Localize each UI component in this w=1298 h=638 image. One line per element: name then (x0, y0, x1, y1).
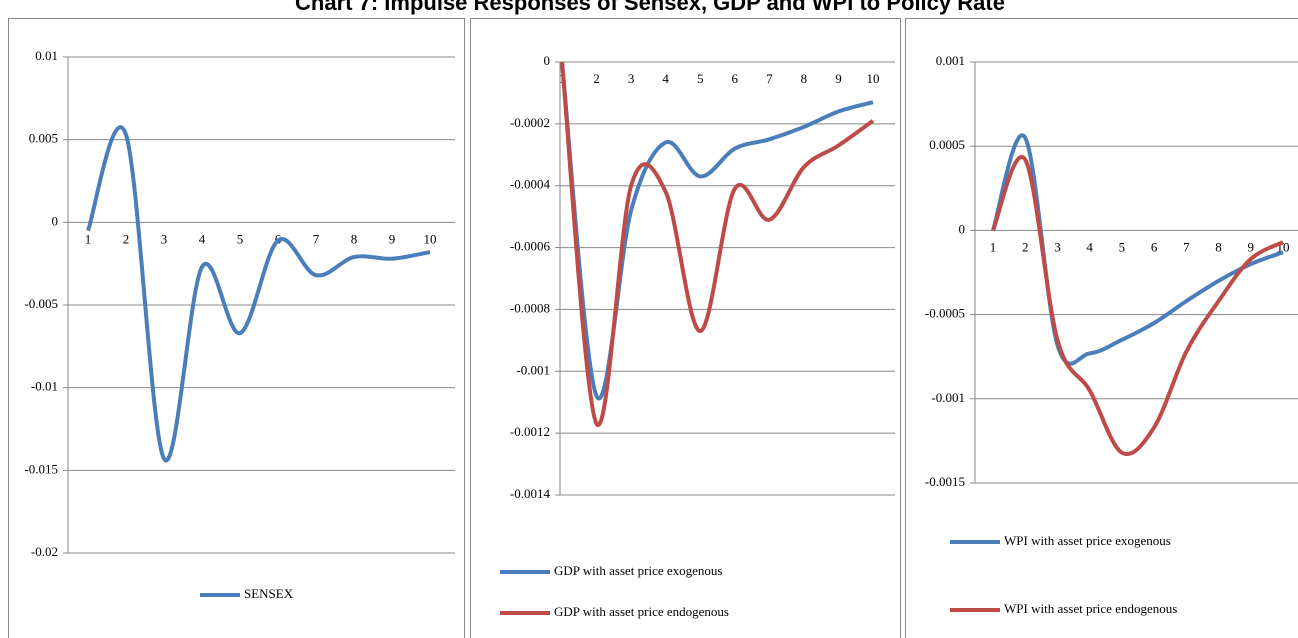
y-tick-label: -0.0002 (510, 115, 550, 130)
y-tick-label: -0.0014 (510, 486, 551, 501)
y-tick-label: -0.02 (31, 544, 58, 559)
y-tick-label: -0.001 (516, 362, 550, 377)
x-tick-label: 5 (237, 231, 244, 246)
legend-label: WPI with asset price exogenous (1004, 533, 1171, 548)
x-tick-label: 1 (85, 231, 92, 246)
y-tick-label: 0.01 (35, 48, 58, 63)
x-tick-label: 3 (161, 231, 168, 246)
y-tick-label: -0.0012 (510, 424, 550, 439)
x-tick-label: 8 (1215, 239, 1222, 254)
panel-border (8, 18, 465, 638)
x-tick-label: 10 (867, 71, 880, 86)
line-series (560, 61, 875, 428)
x-tick-label: 9 (389, 231, 396, 246)
legend-label: GDP with asset price endogenous (554, 604, 729, 619)
x-tick-label: 2 (123, 231, 130, 246)
panel-border (470, 18, 901, 638)
x-tick-label: 8 (351, 231, 358, 246)
x-tick-label: 4 (199, 231, 206, 246)
x-tick-label: 5 (697, 71, 704, 86)
x-tick-label: 6 (1151, 239, 1158, 254)
y-tick-label: 0 (544, 53, 551, 68)
chart-title: Chart 7: Impulse Responses of Sensex, GD… (295, 0, 1005, 15)
y-tick-label: -0.001 (931, 390, 965, 405)
x-tick-label: 3 (1054, 239, 1061, 254)
x-tick-label: 7 (313, 231, 320, 246)
line-series (86, 125, 431, 463)
y-tick-label: -0.0015 (925, 474, 965, 489)
x-tick-label: 7 (766, 71, 773, 86)
y-tick-label: -0.01 (31, 379, 58, 394)
y-tick-label: 0.001 (936, 53, 965, 68)
x-tick-label: 6 (732, 71, 739, 86)
y-tick-label: 0 (52, 213, 59, 228)
panel-border (905, 18, 1298, 638)
y-tick-label: -0.015 (24, 461, 58, 476)
x-tick-label: 2 (1022, 239, 1029, 254)
x-tick-label: 9 (835, 71, 842, 86)
legend-label: WPI with asset price endogenous (1004, 601, 1177, 616)
x-tick-label: 3 (628, 71, 635, 86)
y-tick-label: -0.0005 (925, 306, 965, 321)
y-tick-label: -0.005 (24, 296, 58, 311)
line-series (991, 133, 1284, 366)
y-tick-label: 0.0005 (929, 137, 965, 152)
line-series (991, 154, 1284, 457)
x-tick-label: 5 (1119, 239, 1126, 254)
x-tick-label: 1 (990, 239, 997, 254)
x-tick-label: 10 (424, 231, 437, 246)
x-tick-label: 2 (593, 71, 600, 86)
x-tick-label: 8 (801, 71, 808, 86)
y-tick-label: 0.005 (29, 131, 58, 146)
y-tick-label: -0.0004 (510, 177, 551, 192)
legend-label: SENSEX (244, 586, 294, 601)
x-tick-label: 4 (662, 71, 669, 86)
legend-label: GDP with asset price exogenous (554, 563, 723, 578)
x-tick-label: 9 (1248, 239, 1255, 254)
y-tick-label: -0.0006 (510, 239, 551, 254)
y-tick-label: -0.0008 (510, 300, 550, 315)
x-tick-label: 7 (1183, 239, 1190, 254)
line-series (560, 61, 874, 401)
y-tick-label: 0 (959, 221, 966, 236)
x-tick-label: 4 (1086, 239, 1093, 254)
